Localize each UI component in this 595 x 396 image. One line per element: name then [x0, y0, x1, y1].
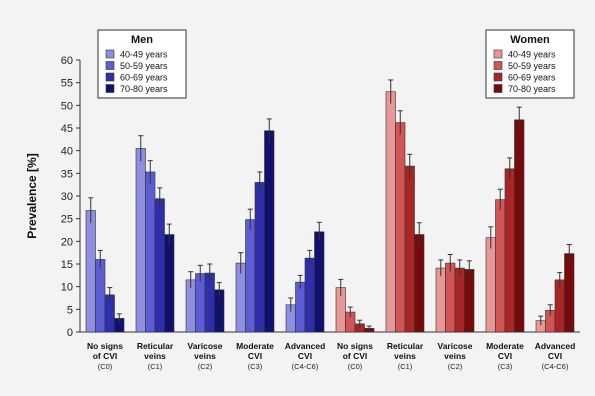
y-tick-label: 35	[61, 168, 73, 180]
bar	[264, 130, 275, 333]
y-tick-label: 45	[61, 123, 73, 135]
bar	[304, 257, 315, 333]
bar	[464, 269, 475, 333]
bar	[404, 165, 415, 333]
category-label: Moderate	[486, 341, 524, 351]
bar	[245, 219, 256, 333]
category-code-label: (C0)	[348, 362, 363, 371]
y-tick-label: 20	[61, 236, 73, 248]
category-label: Advanced	[535, 341, 576, 351]
category-code-label: (C4-C6)	[292, 362, 319, 371]
y-tick-label: 5	[67, 304, 73, 316]
legend-swatch	[105, 72, 115, 82]
category-label: No signs	[337, 341, 373, 351]
category-label: veins	[194, 351, 216, 361]
category-code-label: (C2)	[198, 362, 213, 371]
category-label: of CVI	[93, 351, 118, 361]
category-code-label: (C1)	[398, 362, 413, 371]
legend-title: Women	[510, 34, 550, 46]
bar	[554, 279, 565, 333]
bar	[145, 171, 156, 333]
bar	[85, 210, 96, 333]
category-label: Moderate	[236, 341, 274, 351]
legend-entry: 40-49 years	[508, 50, 556, 60]
y-tick-label: 60	[61, 55, 73, 67]
bar	[395, 122, 406, 333]
bar	[95, 259, 106, 333]
category-code-label: (C2)	[448, 362, 463, 371]
y-tick-label: 15	[61, 259, 73, 271]
category-code-label: (C4-C6)	[542, 362, 569, 371]
bar	[435, 267, 446, 333]
legend-entry: 50-59 years	[508, 61, 556, 71]
y-tick-label: 55	[61, 78, 73, 90]
bar	[564, 253, 575, 333]
bar	[135, 148, 146, 333]
legend-entry: 60-69 years	[508, 73, 556, 83]
legend-swatch	[493, 84, 503, 93]
bar	[295, 281, 306, 333]
category-code-label: (C3)	[498, 362, 513, 371]
legend-entry: 50-59 years	[120, 61, 168, 71]
legend-title: Men	[131, 34, 153, 46]
category-code-label: (C0)	[98, 362, 113, 371]
category-label: Reticular	[387, 341, 424, 351]
category-label: veins	[444, 351, 466, 361]
bar	[485, 237, 496, 333]
category-label: veins	[144, 351, 166, 361]
bar	[454, 267, 465, 333]
category-code-label: (C3)	[248, 362, 263, 371]
category-label: No signs	[87, 341, 123, 351]
category-code-label: (C1)	[148, 362, 163, 371]
category-label: Reticular	[137, 341, 174, 351]
y-tick-label: 25	[61, 214, 73, 226]
y-tick-label: 10	[61, 282, 73, 294]
y-tick-label: 30	[61, 191, 73, 203]
category-label: CVI	[248, 351, 262, 361]
legend-swatch	[493, 72, 503, 82]
y-tick-label: 0	[67, 327, 73, 339]
bar	[504, 168, 515, 333]
legend-entry: 70-80 years	[508, 84, 556, 94]
y-tick-label: 50	[61, 100, 73, 112]
category-label: CVI	[548, 351, 562, 361]
bar	[314, 231, 325, 333]
legend-swatch	[105, 84, 115, 93]
y-tick-label: 40	[61, 146, 73, 158]
bar	[414, 234, 425, 333]
legend-swatch	[493, 49, 503, 59]
category-label: of CVI	[343, 351, 368, 361]
category-label: veins	[394, 351, 416, 361]
category-label: CVI	[498, 351, 512, 361]
bar	[164, 234, 175, 333]
bar	[254, 182, 265, 333]
bar	[154, 198, 165, 333]
category-label: CVI	[298, 351, 312, 361]
bar	[445, 262, 456, 333]
category-label: Varicose	[188, 341, 223, 351]
y-axis-label: Prevalence [%]	[25, 153, 39, 238]
category-label: Varicose	[438, 341, 473, 351]
legend-swatch	[105, 49, 115, 59]
legend-swatch	[493, 61, 503, 70]
legend-entry: 70-80 years	[120, 84, 168, 94]
bar	[195, 273, 206, 333]
legend-entry: 40-49 years	[120, 50, 168, 60]
bar	[514, 119, 525, 333]
legend-entry: 60-69 years	[120, 73, 168, 83]
bar	[495, 199, 506, 333]
legend-swatch	[105, 61, 115, 70]
category-label: Advanced	[285, 341, 326, 351]
bar	[385, 91, 396, 333]
